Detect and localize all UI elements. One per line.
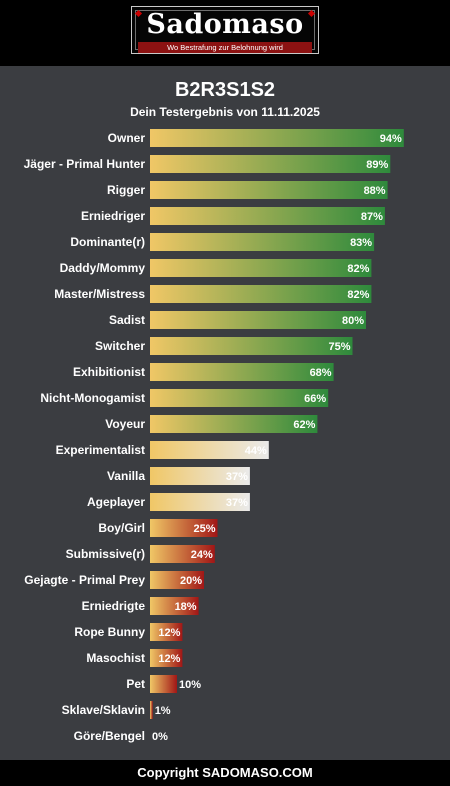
category-label-dominante-r: Dominante(r) <box>70 235 145 249</box>
bar-masochist <box>150 649 183 667</box>
value-label-masochist: 12% <box>158 653 180 665</box>
result-title: B2R3S1S2 <box>174 79 276 101</box>
category-label-erniedriger: Erniedriger <box>81 209 145 223</box>
bar-erniedriger <box>150 207 385 225</box>
bar-sadist <box>150 311 366 329</box>
bar-boy-girl <box>150 519 218 537</box>
category-label-rope-bunny: Rope Bunny <box>74 625 145 639</box>
category-label-rigger: Rigger <box>107 183 145 197</box>
category-label-owner: Owner <box>108 131 146 145</box>
category-label-jager-primal-hunter: Jäger - Primal Hunter <box>24 157 146 171</box>
site-logo[interactable]: Sadomaso Wo Bestrafung zur Belohnung wir… <box>131 6 319 54</box>
value-label-rigger: 88% <box>364 185 386 197</box>
bar-gejagte-primal-prey <box>150 571 204 589</box>
bar-rigger <box>150 181 388 199</box>
header: Sadomaso Wo Bestrafung zur Belohnung wir… <box>0 0 450 66</box>
value-label-master-mistress: 82% <box>347 289 369 301</box>
category-label-masochist: Masochist <box>86 651 145 665</box>
value-label-erniedrigte: 18% <box>175 601 197 613</box>
category-label-experimentalist: Experimentalist <box>56 443 145 457</box>
footer-copyright: Copyright SADOMASO.COM <box>0 760 450 786</box>
value-label-sklave-sklavin: 1% <box>155 705 171 717</box>
category-label-master-mistress: Master/Mistress <box>54 287 145 301</box>
bar-jager-primal-hunter <box>150 155 391 173</box>
category-label-pet: Pet <box>126 677 145 691</box>
results-bar-chart: Owner 94% Jäger - Primal Hunter 89% Rigger 88… <box>24 129 404 743</box>
bar-pet <box>150 675 177 693</box>
category-label-nicht-monogamist: Nicht-Monogamist <box>40 391 145 405</box>
category-label-submissive-r: Submissive(r) <box>66 547 145 561</box>
bar-nicht-monogamist <box>150 389 329 407</box>
category-label-switcher: Switcher <box>95 339 145 353</box>
bar-erniedrigte <box>150 597 199 615</box>
bar-vanilla <box>150 467 250 485</box>
value-label-experimentalist: 44% <box>245 445 267 457</box>
category-label-sklave-sklavin: Sklave/Sklavin <box>62 703 145 717</box>
logo-tagline: Wo Bestrafung zur Belohnung wird <box>138 42 312 53</box>
value-label-gore-bengel: 0% <box>152 731 168 743</box>
value-label-vanilla: 37% <box>226 471 248 483</box>
bar-experimentalist <box>150 441 269 459</box>
result-subtitle: Dein Testergebnis von 11.11.2025 <box>130 105 320 119</box>
value-label-rope-bunny: 12% <box>158 627 180 639</box>
bar-exhibitionist <box>150 363 334 381</box>
bar-ageplayer <box>150 493 250 511</box>
value-label-ageplayer: 37% <box>226 497 248 509</box>
logo-title: Sadomaso <box>146 9 304 40</box>
bar-owner <box>150 129 404 147</box>
value-label-sadist: 80% <box>342 315 364 327</box>
bar-submissive-r <box>150 545 215 563</box>
value-label-switcher: 75% <box>328 341 350 353</box>
bar-master-mistress <box>150 285 372 303</box>
category-label-sadist: Sadist <box>109 313 145 327</box>
category-label-ageplayer: Ageplayer <box>87 495 145 509</box>
value-label-exhibitionist: 68% <box>310 367 332 379</box>
bar-rope-bunny <box>150 623 183 641</box>
category-label-exhibitionist: Exhibitionist <box>73 365 145 379</box>
category-label-gejagte-primal-prey: Gejagte - Primal Prey <box>24 573 145 587</box>
value-label-jager-primal-hunter: 89% <box>366 159 388 171</box>
bar-voyeur <box>150 415 318 433</box>
value-label-dominante-r: 83% <box>350 237 372 249</box>
value-label-erniedriger: 87% <box>361 211 383 223</box>
bar-switcher <box>150 337 353 355</box>
bar-daddy-mommy <box>150 259 372 277</box>
category-label-vanilla: Vanilla <box>107 469 145 483</box>
bar-dominante-r <box>150 233 375 251</box>
value-label-boy-girl: 25% <box>193 523 215 535</box>
category-label-gore-bengel: Göre/Bengel <box>74 729 145 743</box>
category-label-daddy-mommy: Daddy/Mommy <box>60 261 146 275</box>
value-label-pet: 10% <box>179 679 201 691</box>
category-label-voyeur: Voyeur <box>105 417 145 431</box>
value-label-gejagte-primal-prey: 20% <box>180 575 202 587</box>
value-label-daddy-mommy: 82% <box>347 263 369 275</box>
value-label-nicht-monogamist: 66% <box>304 393 326 405</box>
value-label-owner: 94% <box>380 133 402 145</box>
value-label-voyeur: 62% <box>293 419 315 431</box>
category-label-boy-girl: Boy/Girl <box>98 521 145 535</box>
category-label-erniedrigte: Erniedrigte <box>82 599 146 613</box>
bar-sklave-sklavin <box>150 701 153 719</box>
value-label-submissive-r: 24% <box>191 549 213 561</box>
